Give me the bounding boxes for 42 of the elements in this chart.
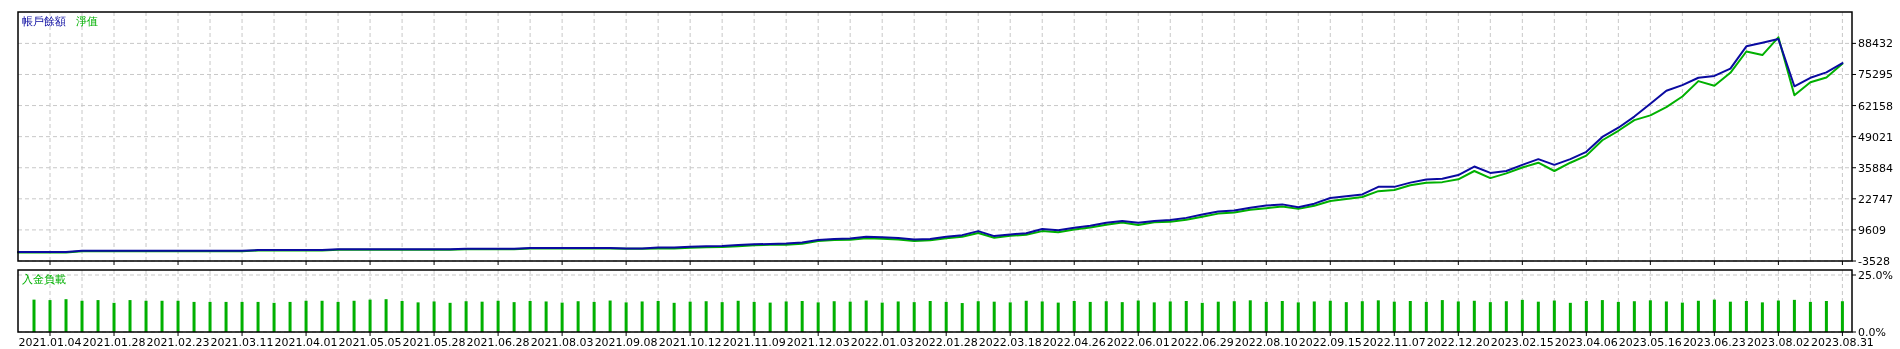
text: 淨值 — [76, 15, 98, 28]
x-tick-label: 2021.05.28 — [402, 336, 466, 349]
x-tick-label: 2023.04.06 — [1554, 336, 1618, 349]
x-tick-label: 2022.08.10 — [1234, 336, 1298, 349]
y-tick-label: 75295 — [1858, 68, 1893, 82]
x-tick-label: 2022.12.20 — [1426, 336, 1490, 349]
y-tick-label: -3528 — [1858, 255, 1890, 268]
y-tick-label: 88432 — [1858, 37, 1893, 51]
y-tick-label: 25.0% — [1858, 269, 1893, 283]
x-tick-label: 2021.08.03 — [530, 336, 594, 349]
x-tick-label: 2021.12.03 — [786, 336, 850, 349]
text: 帳戶餘額 — [22, 15, 66, 28]
x-tick-label: 2023.08.31 — [1810, 336, 1874, 349]
x-tick-label: 2022.01.28 — [914, 336, 978, 349]
x-tick-label: 2021.06.28 — [466, 336, 530, 349]
x-tick-label: 2021.03.11 — [210, 336, 274, 349]
x-tick-label: 2023.08.02 — [1746, 336, 1810, 349]
y-tick-label: 9609 — [1858, 223, 1886, 237]
y-tick-label: 35884 — [1858, 161, 1893, 175]
x-tick-label: 2022.11.07 — [1362, 336, 1426, 349]
x-tick-label: 2021.01.04 — [18, 336, 82, 349]
x-tick-label: 2021.05.05 — [338, 336, 402, 349]
y-tick-label: 62158 — [1858, 99, 1893, 113]
x-tick-label: 2021.10.12 — [658, 336, 722, 349]
x-tick-label: 2021.02.23 — [146, 336, 210, 349]
y-tick-label: 49021 — [1858, 130, 1893, 144]
x-tick-label: 2022.04.26 — [1042, 336, 1106, 349]
x-tick-label: 2021.01.28 — [82, 336, 146, 349]
x-tick-label: 2022.09.15 — [1298, 336, 1362, 349]
x-tick-label: 2022.06.01 — [1106, 336, 1170, 349]
x-tick-label: 2022.06.29 — [1170, 336, 1234, 349]
y-tick-label: 0.0% — [1858, 326, 1886, 339]
series-label: 入金負載 — [22, 273, 66, 286]
x-tick-label: 2023.05.16 — [1618, 336, 1682, 349]
x-tick-label: 2022.01.03 — [850, 336, 914, 349]
x-tick-label: 2021.11.09 — [722, 336, 786, 349]
x-tick-label: 2021.09.08 — [594, 336, 658, 349]
y-tick-label: 22747 — [1858, 192, 1893, 206]
x-tick-label: 2023.02.15 — [1490, 336, 1554, 349]
x-tick-label: 2022.03.18 — [978, 336, 1042, 349]
x-tick-label: 2023.06.23 — [1682, 336, 1746, 349]
x-tick-label: 2021.04.01 — [274, 336, 338, 349]
